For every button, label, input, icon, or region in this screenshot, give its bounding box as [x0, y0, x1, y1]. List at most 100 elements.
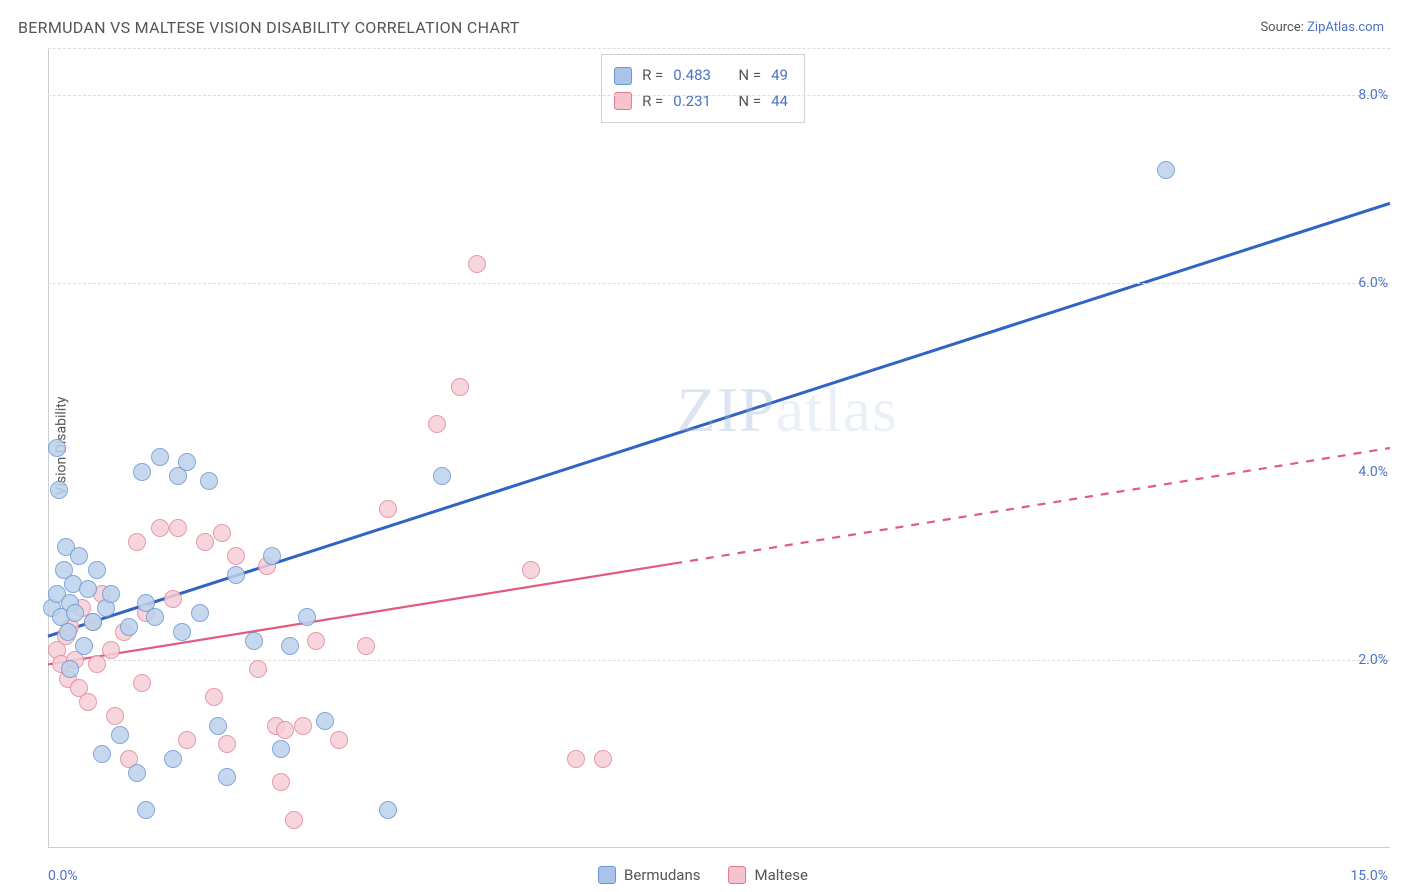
legend-r-label: R =	[642, 63, 663, 89]
scatter-point-bermudans	[93, 745, 111, 763]
y-tick-label: 6.0%	[1358, 275, 1388, 291]
scatter-point-bermudans	[298, 608, 316, 626]
scatter-point-maltese	[133, 674, 151, 692]
legend-swatch-maltese-b	[728, 866, 746, 884]
scatter-point-bermudans	[59, 623, 77, 641]
scatter-point-bermudans	[61, 660, 79, 678]
scatter-point-maltese	[468, 255, 486, 273]
scatter-point-maltese	[330, 731, 348, 749]
legend-bottom-maltese: Maltese	[728, 866, 807, 884]
legend-n-label: N =	[738, 63, 761, 89]
legend-bottom-bermudans: Bermudans	[598, 866, 700, 884]
legend-r-value-bermudans: 0.483	[673, 63, 711, 89]
scatter-point-bermudans	[263, 547, 281, 565]
scatter-point-bermudans	[102, 585, 120, 603]
x-tick-label: 0.0%	[48, 868, 78, 884]
gridline-y	[48, 283, 1390, 284]
scatter-point-bermudans	[173, 623, 191, 641]
legend-bottom: Bermudans Maltese	[598, 866, 808, 884]
scatter-point-bermudans	[75, 637, 93, 655]
scatter-point-bermudans	[178, 453, 196, 471]
scatter-point-maltese	[276, 721, 294, 739]
legend-r-label: R =	[642, 89, 663, 115]
x-tick-label: 15.0%	[1350, 868, 1388, 884]
scatter-point-maltese	[205, 688, 223, 706]
scatter-point-maltese	[379, 500, 397, 518]
scatter-point-bermudans	[227, 566, 245, 584]
scatter-point-maltese	[428, 415, 446, 433]
scatter-point-maltese	[567, 750, 585, 768]
scatter-point-bermudans	[245, 632, 263, 650]
scatter-point-maltese	[106, 707, 124, 725]
scatter-point-maltese	[227, 547, 245, 565]
scatter-point-bermudans	[1157, 161, 1175, 179]
gridline-y	[48, 660, 1390, 661]
scatter-point-bermudans	[50, 481, 68, 499]
scatter-point-bermudans	[133, 463, 151, 481]
legend-r-value-maltese: 0.231	[673, 89, 711, 115]
scatter-point-maltese	[213, 524, 231, 542]
legend-n-label: N =	[738, 89, 761, 115]
scatter-point-bermudans	[200, 472, 218, 490]
legend-stats-row-maltese: R = 0.231 N = 44	[614, 89, 788, 115]
scatter-point-bermudans	[84, 613, 102, 631]
scatter-point-maltese	[218, 735, 236, 753]
source-link[interactable]: ZipAtlas.com	[1307, 20, 1384, 35]
scatter-point-bermudans	[433, 467, 451, 485]
legend-label-maltese: Maltese	[754, 866, 807, 884]
legend-stats-row-bermudans: R = 0.483 N = 49	[614, 63, 788, 89]
scatter-point-maltese	[357, 637, 375, 655]
scatter-point-maltese	[272, 773, 290, 791]
scatter-point-bermudans	[151, 448, 169, 466]
scatter-point-bermudans	[379, 801, 397, 819]
gridline-y-top	[48, 48, 1390, 49]
scatter-point-bermudans	[137, 801, 155, 819]
scatter-point-maltese	[169, 519, 187, 537]
scatter-point-bermudans	[209, 717, 227, 735]
scatter-point-maltese	[164, 590, 182, 608]
y-tick-label: 2.0%	[1358, 652, 1388, 668]
scatter-point-bermudans	[191, 604, 209, 622]
scatter-point-bermudans	[281, 637, 299, 655]
plot-area	[48, 48, 1390, 848]
scatter-point-maltese	[285, 811, 303, 829]
y-tick-label: 8.0%	[1358, 87, 1388, 103]
scatter-point-maltese	[178, 731, 196, 749]
legend-label-bermudans: Bermudans	[624, 866, 700, 884]
gridline-y	[48, 95, 1390, 96]
scatter-point-maltese	[522, 561, 540, 579]
legend-swatch-bermudans	[614, 67, 632, 85]
scatter-point-maltese	[594, 750, 612, 768]
scatter-point-bermudans	[48, 439, 66, 457]
scatter-point-bermudans	[111, 726, 129, 744]
scatter-point-maltese	[294, 717, 312, 735]
scatter-point-bermudans	[79, 580, 97, 598]
scatter-point-maltese	[451, 378, 469, 396]
scatter-point-bermudans	[272, 740, 290, 758]
scatter-point-bermudans	[88, 561, 106, 579]
scatter-point-maltese	[196, 533, 214, 551]
scatter-point-maltese	[102, 641, 120, 659]
chart-title: BERMUDAN VS MALTESE VISION DISABILITY CO…	[18, 18, 520, 37]
legend-n-value-bermudans: 49	[771, 63, 788, 89]
scatter-point-bermudans	[70, 547, 88, 565]
scatter-point-bermudans	[316, 712, 334, 730]
scatter-point-bermudans	[120, 618, 138, 636]
scatter-point-maltese	[79, 693, 97, 711]
legend-stats: R = 0.483 N = 49 R = 0.231 N = 44	[601, 54, 805, 123]
source-attribution: Source: ZipAtlas.com	[1260, 20, 1384, 35]
scatter-point-bermudans	[164, 750, 182, 768]
scatter-point-bermudans	[146, 608, 164, 626]
scatter-point-maltese	[249, 660, 267, 678]
y-tick-label: 4.0%	[1358, 464, 1388, 480]
scatter-point-bermudans	[128, 764, 146, 782]
legend-swatch-bermudans-b	[598, 866, 616, 884]
scatter-point-maltese	[307, 632, 325, 650]
scatter-point-maltese	[151, 519, 169, 537]
legend-n-value-maltese: 44	[771, 89, 788, 115]
source-label: Source:	[1260, 20, 1303, 35]
scatter-point-maltese	[128, 533, 146, 551]
scatter-point-bermudans	[66, 604, 84, 622]
scatter-point-maltese	[88, 655, 106, 673]
scatter-point-bermudans	[218, 768, 236, 786]
